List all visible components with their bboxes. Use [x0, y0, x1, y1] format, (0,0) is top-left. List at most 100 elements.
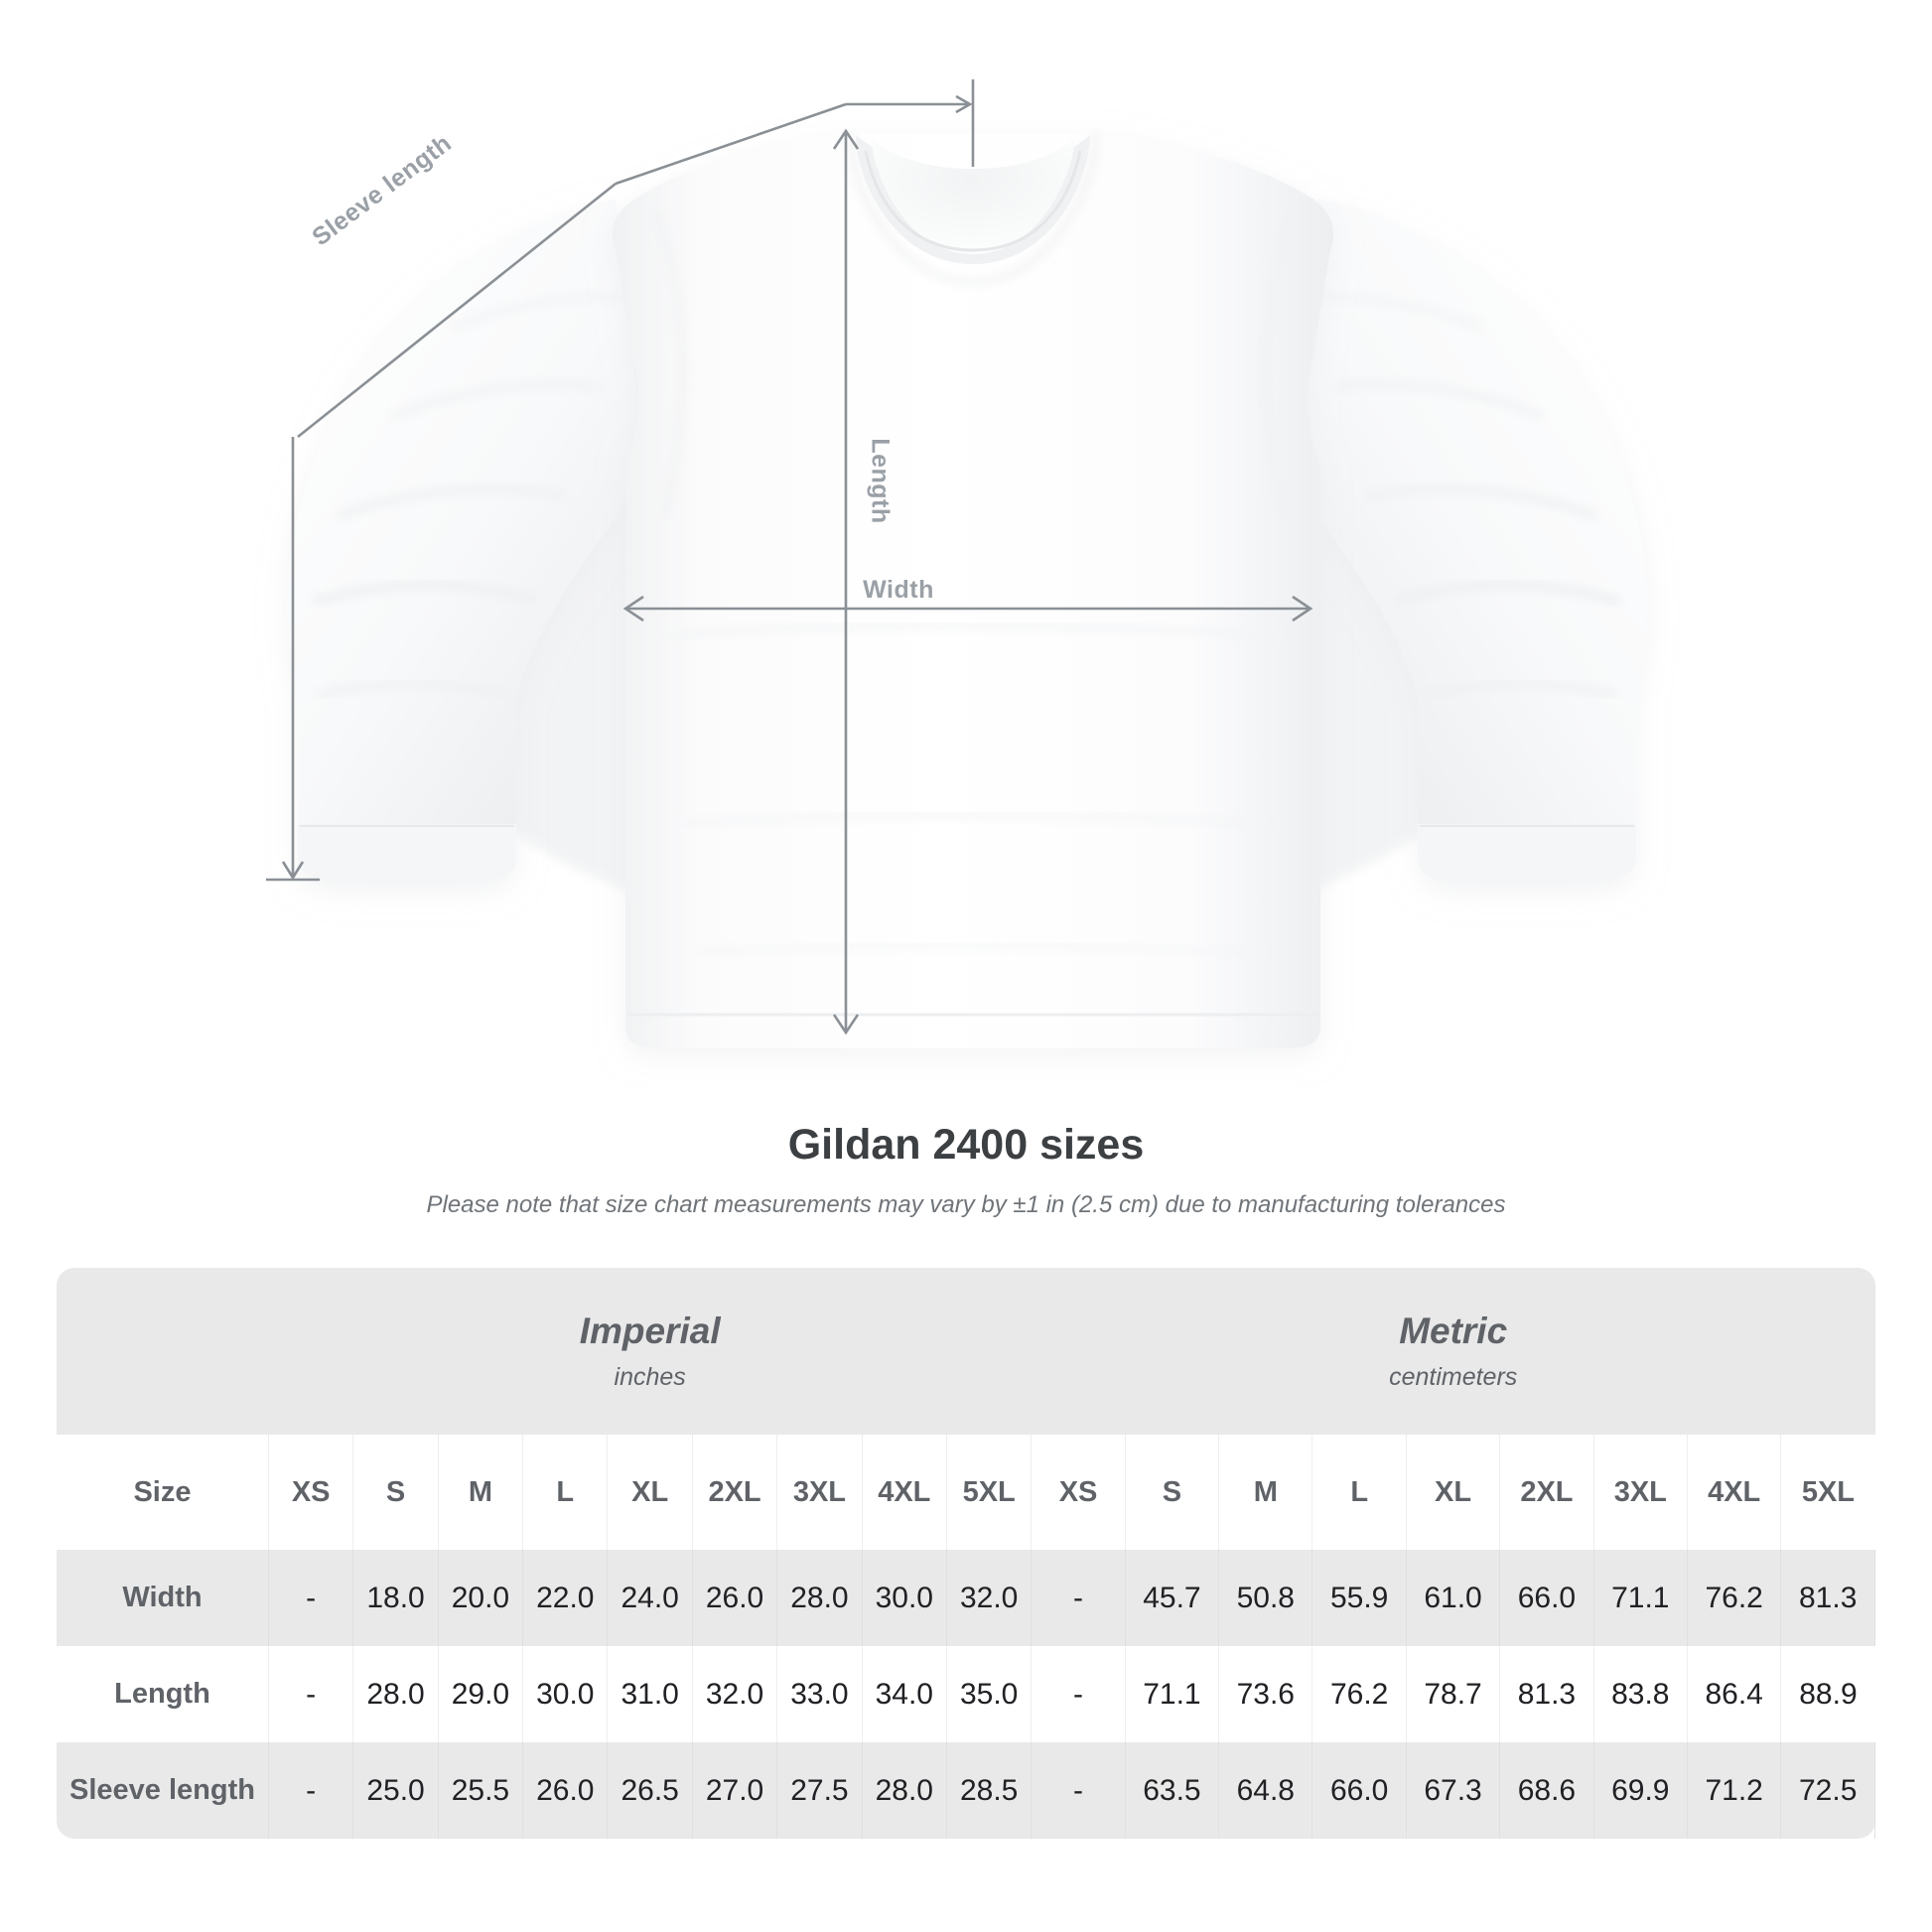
unit-header-row: Imperial inches Metric centimeters [57, 1268, 1875, 1435]
cell-width-in-xl: 24.0 [607, 1550, 693, 1646]
size-header-imperial-4xl: 4XL [862, 1435, 947, 1550]
unit-cell-imperial: Imperial inches [268, 1268, 1032, 1435]
size-header-metric-2xl: 2XL [1499, 1435, 1594, 1550]
cell-sleeve-cm-3xl: 69.9 [1593, 1742, 1688, 1839]
cell-length-cm-m: 73.6 [1218, 1646, 1313, 1742]
cell-length-cm-4xl: 86.4 [1687, 1646, 1782, 1742]
cell-length-cm-xs: - [1031, 1646, 1126, 1742]
cell-sleeve-cm-xl: 67.3 [1406, 1742, 1501, 1839]
left-sleeve [287, 199, 645, 886]
cell-length-in-xl: 31.0 [607, 1646, 693, 1742]
cell-length-cm-s: 71.1 [1125, 1646, 1220, 1742]
table-row: Width - 18.0 20.0 22.0 24.0 26.0 28.0 30… [57, 1550, 1875, 1646]
size-header-imperial-s: S [352, 1435, 439, 1550]
length-guide [832, 128, 860, 1035]
garment-illustration: Sleeve length Length Width [266, 79, 1647, 1048]
page-title: Gildan 2400 sizes [787, 1121, 1145, 1169]
cell-sleeve-in-3xl: 27.5 [776, 1742, 863, 1839]
width-guide [622, 595, 1313, 622]
unit-cell-metric: Metric centimeters [1031, 1268, 1875, 1435]
size-header-imperial-m: M [438, 1435, 524, 1550]
cell-sleeve-in-xs: - [268, 1742, 354, 1839]
size-header-imperial-3xl: 3XL [776, 1435, 863, 1550]
long-sleeve-shirt-svg [266, 79, 1647, 1048]
cell-width-in-xs: - [268, 1550, 354, 1646]
cell-width-cm-m: 50.8 [1218, 1550, 1313, 1646]
cell-sleeve-in-2xl: 27.0 [692, 1742, 778, 1839]
row-label-sleeve-length: Sleeve length [57, 1742, 269, 1839]
cell-sleeve-in-l: 26.0 [522, 1742, 609, 1839]
cell-sleeve-in-xl: 26.5 [607, 1742, 693, 1839]
cell-width-in-4xl: 30.0 [862, 1550, 947, 1646]
size-header-metric-l: L [1311, 1435, 1407, 1550]
size-header-metric-4xl: 4XL [1687, 1435, 1782, 1550]
size-header-imperial-2xl: 2XL [692, 1435, 778, 1550]
cell-width-in-3xl: 28.0 [776, 1550, 863, 1646]
sleeve-length-guide [266, 79, 975, 882]
size-header-metric-xs: XS [1031, 1435, 1126, 1550]
tolerance-note: Please note that size chart measurements… [426, 1190, 1506, 1218]
cell-width-cm-4xl: 76.2 [1687, 1550, 1782, 1646]
cell-width-cm-xs: - [1031, 1550, 1126, 1646]
cell-width-in-l: 22.0 [522, 1550, 609, 1646]
cell-width-in-s: 18.0 [352, 1550, 439, 1646]
size-header-imperial-l: L [522, 1435, 609, 1550]
table-row: Sleeve length - 25.0 25.5 26.0 26.5 27.0… [57, 1742, 1875, 1839]
cell-length-cm-l: 76.2 [1311, 1646, 1407, 1742]
shirt-collar [847, 132, 1099, 285]
right-sleeve [1289, 199, 1647, 886]
cell-sleeve-cm-2xl: 68.6 [1499, 1742, 1594, 1839]
cell-sleeve-cm-4xl: 71.2 [1687, 1742, 1782, 1839]
cell-length-in-2xl: 32.0 [692, 1646, 778, 1742]
cell-width-cm-s: 45.7 [1125, 1550, 1220, 1646]
cell-length-cm-3xl: 83.8 [1593, 1646, 1688, 1742]
size-table-wrapper: Imperial inches Metric centimeters Size … [57, 1268, 1875, 1839]
cell-width-cm-2xl: 66.0 [1499, 1550, 1594, 1646]
cell-width-in-m: 20.0 [438, 1550, 524, 1646]
measurement-guides [266, 79, 1313, 1035]
size-header-metric-s: S [1125, 1435, 1220, 1550]
size-header-row: Size XS S M L XL 2XL 3XL 4XL 5XL XS S M … [57, 1435, 1875, 1550]
row-label-width: Width [57, 1550, 269, 1646]
cell-length-in-l: 30.0 [522, 1646, 609, 1742]
length-label: Length [866, 438, 895, 524]
cell-width-in-5xl: 32.0 [946, 1550, 1033, 1646]
cell-sleeve-in-m: 25.5 [438, 1742, 524, 1839]
cell-sleeve-cm-s: 63.5 [1125, 1742, 1220, 1839]
size-header-metric-m: M [1218, 1435, 1313, 1550]
row-label-length: Length [57, 1646, 269, 1742]
size-header-imperial-xl: XL [607, 1435, 693, 1550]
cell-sleeve-cm-5xl: 72.5 [1780, 1742, 1875, 1839]
unit-sub-imperial: inches [614, 1362, 686, 1391]
cell-sleeve-in-5xl: 28.5 [946, 1742, 1033, 1839]
unit-name-metric: Metric [1399, 1311, 1508, 1352]
cell-sleeve-in-4xl: 28.0 [862, 1742, 947, 1839]
cell-width-cm-3xl: 71.1 [1593, 1550, 1688, 1646]
cell-length-cm-5xl: 88.9 [1780, 1646, 1875, 1742]
cell-sleeve-cm-m: 64.8 [1218, 1742, 1313, 1839]
cell-length-in-4xl: 34.0 [862, 1646, 947, 1742]
size-header-label: Size [57, 1435, 269, 1550]
size-header-metric-5xl: 5XL [1780, 1435, 1875, 1550]
size-table: Imperial inches Metric centimeters Size … [57, 1268, 1875, 1839]
cell-length-in-m: 29.0 [438, 1646, 524, 1742]
cell-length-in-5xl: 35.0 [946, 1646, 1033, 1742]
cell-length-in-s: 28.0 [352, 1646, 439, 1742]
size-header-metric-3xl: 3XL [1593, 1435, 1688, 1550]
cell-width-cm-5xl: 81.3 [1780, 1550, 1875, 1646]
unit-sub-metric: centimeters [1389, 1362, 1518, 1391]
size-header-imperial-xs: XS [268, 1435, 354, 1550]
cell-sleeve-cm-xs: - [1031, 1742, 1126, 1839]
width-label: Width [863, 576, 934, 604]
size-header-imperial-5xl: 5XL [946, 1435, 1033, 1550]
cell-length-cm-2xl: 81.3 [1499, 1646, 1594, 1742]
unit-name-imperial: Imperial [579, 1311, 721, 1352]
cell-sleeve-cm-l: 66.0 [1311, 1742, 1407, 1839]
size-header-metric-xl: XL [1406, 1435, 1501, 1550]
cell-length-in-3xl: 33.0 [776, 1646, 863, 1742]
unit-spacer-cell [57, 1268, 269, 1435]
cell-width-in-2xl: 26.0 [692, 1550, 778, 1646]
shirt-body [612, 133, 1334, 1048]
cell-length-in-xs: - [268, 1646, 354, 1742]
